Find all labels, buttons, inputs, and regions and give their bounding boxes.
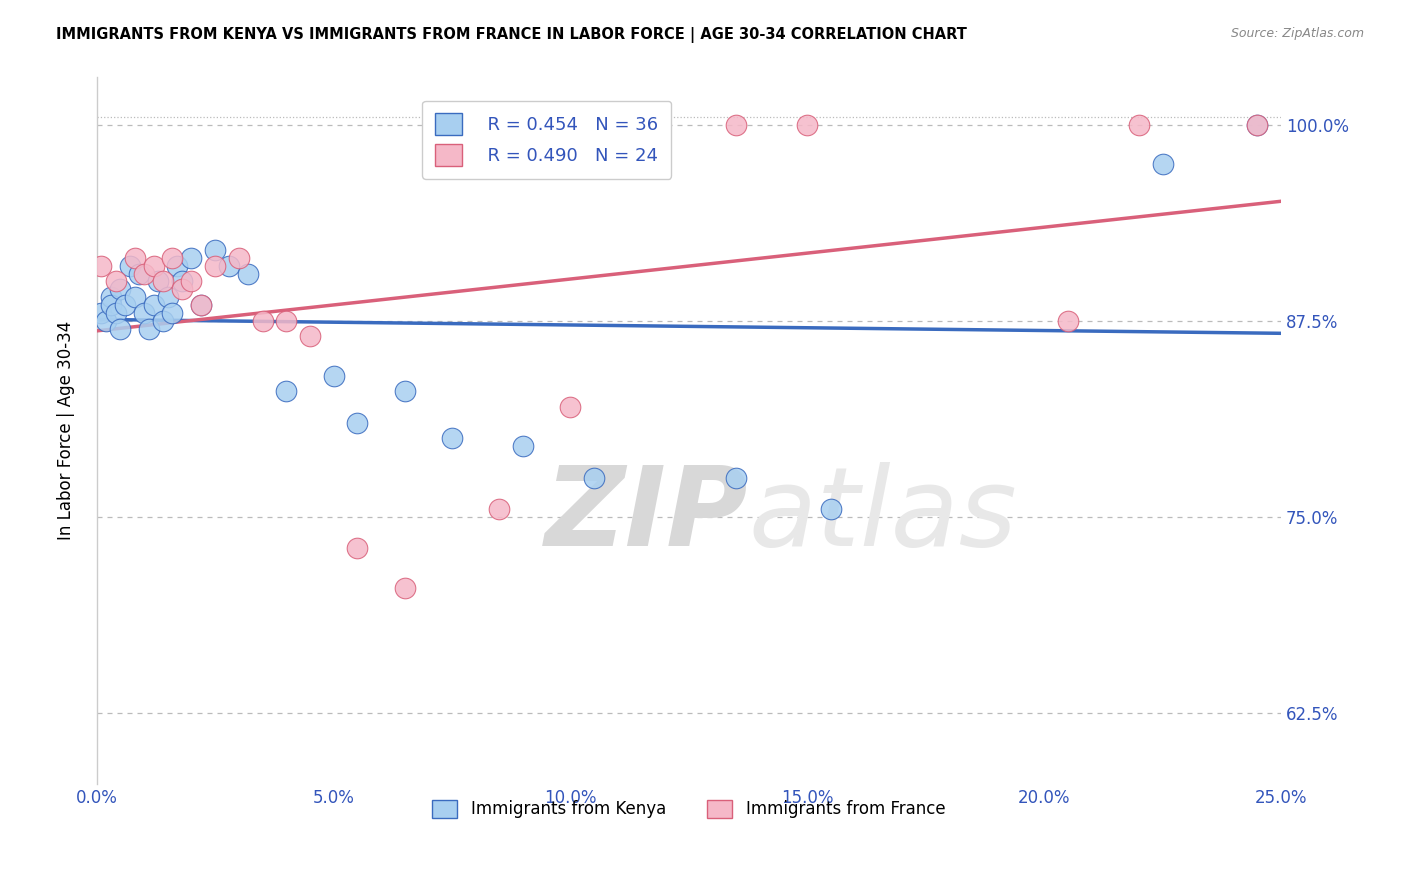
Point [162, 251, 184, 265]
Point [512, 439, 534, 453]
Point [128, 267, 150, 281]
Legend: Immigrants from Kenya, Immigrants from France: Immigrants from Kenya, Immigrants from F… [426, 793, 952, 825]
Point [560, 400, 582, 414]
Point [190, 298, 212, 312]
Point [820, 502, 842, 516]
Point [90, 259, 112, 273]
Point [96, 314, 118, 328]
Point [252, 314, 274, 328]
Text: Source: ZipAtlas.com: Source: ZipAtlas.com [1230, 27, 1364, 40]
Point [276, 384, 298, 399]
Point [124, 251, 146, 265]
Point [228, 251, 250, 265]
Point [100, 298, 122, 312]
Point [180, 275, 202, 289]
Point [346, 416, 368, 430]
Point [1246, 118, 1268, 132]
Text: IMMIGRANTS FROM KENYA VS IMMIGRANTS FROM FRANCE IN LABOR FORCE | AGE 30-34 CORRE: IMMIGRANTS FROM KENYA VS IMMIGRANTS FROM… [56, 27, 967, 43]
Point [110, 282, 132, 296]
Point [162, 306, 184, 320]
Point [170, 282, 193, 296]
Point [440, 432, 463, 446]
Point [90, 306, 112, 320]
Point [204, 243, 226, 257]
Point [1246, 118, 1268, 132]
Point [346, 541, 368, 556]
Point [1152, 157, 1174, 171]
Point [110, 321, 132, 335]
Point [170, 275, 193, 289]
Point [488, 502, 510, 516]
Point [142, 259, 165, 273]
Point [152, 275, 174, 289]
Point [148, 275, 170, 289]
Point [142, 298, 165, 312]
Point [104, 306, 127, 320]
Point [218, 259, 240, 273]
Point [190, 298, 212, 312]
Point [156, 290, 179, 304]
Point [132, 306, 155, 320]
Point [118, 259, 141, 273]
Point [1056, 314, 1078, 328]
Point [725, 118, 748, 132]
Text: atlas: atlas [748, 462, 1017, 569]
Point [583, 471, 606, 485]
Point [298, 329, 321, 343]
Point [322, 368, 344, 383]
Point [394, 384, 416, 399]
Y-axis label: In Labor Force | Age 30-34: In Labor Force | Age 30-34 [58, 321, 75, 541]
Point [180, 251, 202, 265]
Point [104, 275, 127, 289]
Point [166, 259, 188, 273]
Point [138, 321, 160, 335]
Point [725, 471, 748, 485]
Point [124, 290, 146, 304]
Point [276, 314, 298, 328]
Point [796, 118, 818, 132]
Point [152, 314, 174, 328]
Point [238, 267, 260, 281]
Point [204, 259, 226, 273]
Point [1128, 118, 1150, 132]
Text: ZIP: ZIP [544, 462, 748, 569]
Point [394, 581, 416, 595]
Point [132, 267, 155, 281]
Point [114, 298, 136, 312]
Point [100, 290, 122, 304]
